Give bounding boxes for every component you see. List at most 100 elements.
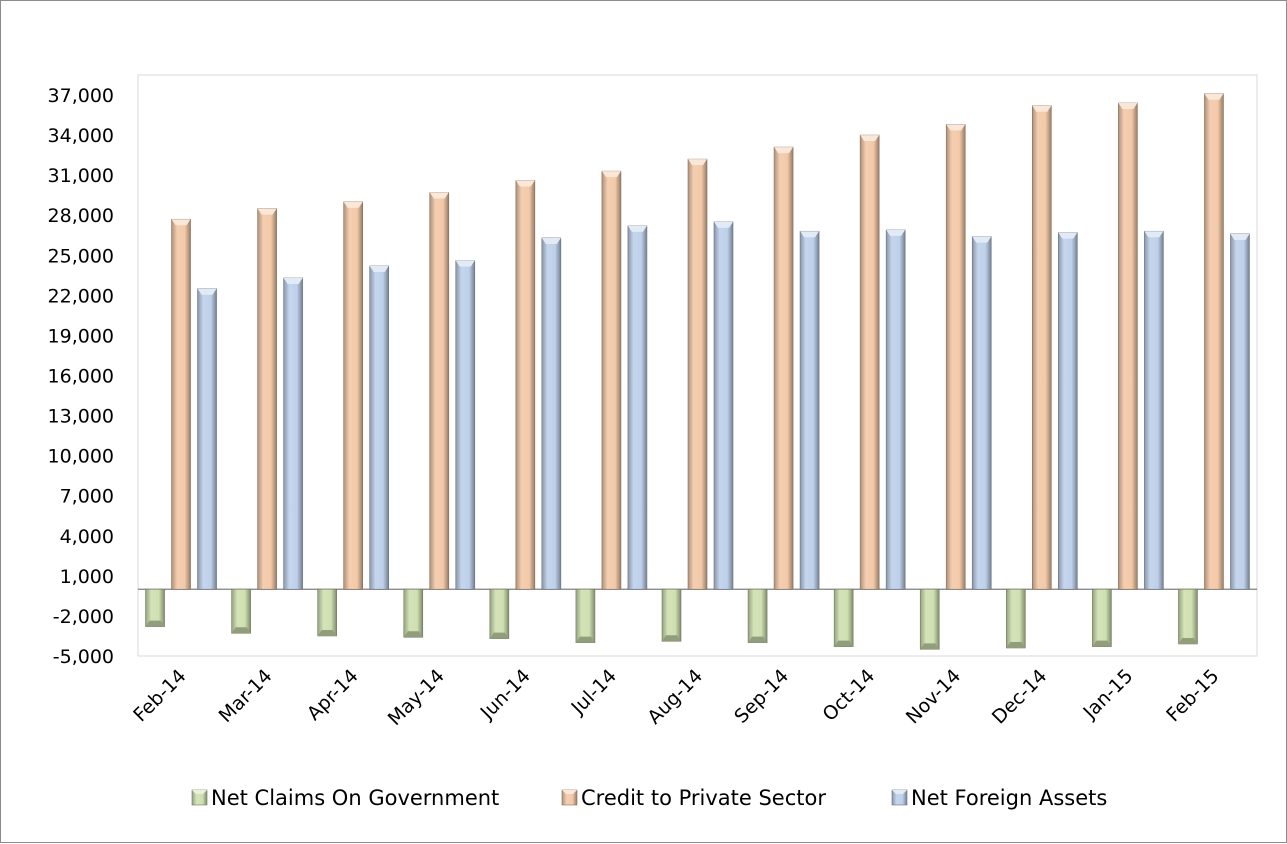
bar (971, 236, 992, 590)
bar-body (197, 288, 217, 590)
bar (515, 180, 536, 590)
bar-body (171, 218, 191, 590)
bar-body (343, 201, 363, 590)
y-tick-label: 13,000 (48, 406, 114, 428)
bar-bevel (800, 231, 820, 238)
bar (171, 218, 191, 590)
bar (601, 170, 622, 590)
bar-bevel (343, 201, 363, 208)
bar-bevel (317, 629, 337, 636)
bar (919, 588, 940, 650)
bar-bevel (171, 219, 191, 226)
y-tick-label: 25,000 (48, 245, 114, 267)
bar (343, 201, 363, 590)
bar-body (541, 237, 562, 590)
bar-body (773, 146, 794, 590)
bar-body (1118, 102, 1138, 590)
bar-bevel (257, 208, 277, 215)
bar (773, 146, 794, 590)
bar-body (713, 221, 734, 590)
x-tick-label: Jul-14 (567, 665, 621, 719)
bar-body (833, 588, 854, 647)
y-tick-label: 7,000 (60, 486, 114, 508)
bar-body (429, 192, 450, 590)
x-tick-label: Oct-14 (818, 665, 879, 726)
bar-bevel (429, 192, 449, 199)
bar-body (885, 229, 906, 590)
bar-body (799, 230, 820, 590)
bar-body (661, 588, 682, 642)
x-tick-label: Mar-14 (215, 665, 277, 727)
y-tick-label: 4,000 (60, 526, 114, 548)
bar (317, 588, 337, 637)
bar (1118, 102, 1138, 590)
x-tick-label: May-14 (384, 665, 449, 730)
x-tick-label: Nov-14 (902, 665, 965, 728)
bar-bevel (197, 288, 217, 295)
bar (403, 588, 424, 638)
bar-bevel (231, 627, 251, 634)
x-tick-label: Aug-14 (643, 665, 707, 729)
bar-body (1092, 588, 1112, 647)
bar (257, 208, 277, 590)
bar-bevel (1230, 233, 1250, 240)
bar-bevel (748, 636, 768, 643)
bar-bevel (403, 631, 423, 638)
bar-body (919, 588, 940, 650)
bar-body (1204, 93, 1224, 590)
bar (885, 229, 906, 590)
bar (369, 265, 389, 590)
bar-bevel (601, 171, 621, 178)
x-axis: Feb-14 Mar-14 Apr-14 May-14 Jun-14 Jul-14 Aug-… (129, 665, 1223, 730)
bar (799, 230, 820, 590)
y-tick-label: 28,000 (48, 205, 114, 227)
x-tick-label: Apr-14 (303, 665, 363, 725)
bar-body (1144, 230, 1164, 590)
bar-body (945, 124, 966, 590)
bar (1006, 588, 1026, 649)
x-tick-label: Feb-14 (129, 665, 190, 726)
bar (429, 192, 450, 590)
bar-bevel (1144, 231, 1164, 238)
bar-body (231, 588, 251, 634)
legend-item: Net Foreign Assets (891, 786, 1107, 810)
y-tick-label: 34,000 (48, 125, 114, 147)
y-tick-label: 16,000 (48, 366, 114, 388)
bar-bevel (515, 180, 535, 187)
bar-bevel (972, 236, 992, 243)
bar (455, 260, 476, 590)
bar-body (747, 588, 768, 643)
y-tick-label: -2,000 (53, 606, 114, 628)
bar (627, 225, 648, 590)
bar-bevel (1118, 103, 1138, 110)
bar-bevel (1204, 93, 1224, 100)
legend-item: Credit to Private Sector (561, 786, 826, 810)
bar-bevel (834, 640, 854, 647)
bar-body (369, 265, 389, 590)
bar-bevel (714, 221, 733, 228)
bar (833, 588, 854, 647)
bar-body (601, 170, 622, 590)
bar (945, 124, 966, 590)
bar-body (971, 236, 992, 590)
y-tick-label: 10,000 (48, 446, 114, 468)
bar-bevel (1092, 640, 1112, 647)
bar (283, 277, 303, 590)
bar-bevel (489, 632, 509, 639)
bar-body (403, 588, 424, 638)
bar-bevel (1178, 637, 1198, 644)
bar-bevel (774, 147, 794, 154)
bar-bevel (688, 159, 707, 166)
bar-bevel (283, 278, 303, 285)
bar-bevel (369, 265, 389, 272)
bar-bevel (920, 643, 940, 650)
bar (145, 588, 165, 627)
x-tick-label: Jun-14 (476, 665, 535, 724)
bar-bevel (860, 135, 880, 142)
y-tick-label: -5,000 (53, 646, 114, 668)
bar-body (1032, 105, 1052, 590)
bar (1032, 105, 1052, 590)
bar-body (257, 208, 277, 590)
legend-item: Net Claims On Government (191, 786, 499, 810)
